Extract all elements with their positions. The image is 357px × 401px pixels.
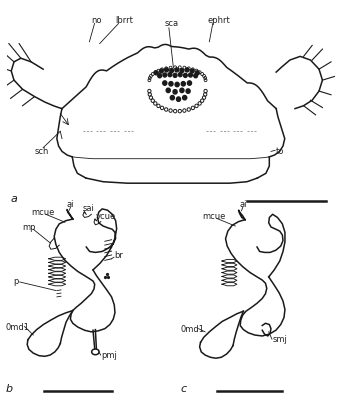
Text: no: no	[91, 16, 102, 24]
Text: sch: sch	[35, 147, 49, 156]
Text: ai: ai	[240, 200, 247, 209]
Text: b: b	[5, 383, 12, 393]
Circle shape	[165, 69, 169, 73]
Text: p: p	[14, 276, 19, 285]
Circle shape	[169, 82, 173, 87]
Circle shape	[183, 74, 187, 78]
Text: mcue: mcue	[202, 212, 225, 221]
Circle shape	[163, 82, 167, 86]
Circle shape	[163, 74, 167, 78]
Circle shape	[187, 82, 191, 86]
Circle shape	[196, 72, 199, 76]
Text: br: br	[114, 250, 123, 259]
Text: sai: sai	[83, 203, 95, 212]
Text: lbrrt: lbrrt	[115, 16, 133, 24]
Circle shape	[175, 69, 178, 73]
Circle shape	[180, 69, 184, 73]
Circle shape	[194, 75, 197, 79]
Circle shape	[186, 90, 190, 94]
Circle shape	[160, 70, 163, 74]
Circle shape	[188, 74, 192, 78]
Circle shape	[170, 69, 174, 73]
Circle shape	[180, 89, 184, 93]
Text: pmj: pmj	[101, 350, 117, 359]
Text: mp: mp	[22, 222, 36, 231]
Circle shape	[175, 83, 179, 87]
Text: a: a	[11, 193, 17, 203]
Text: 0md1: 0md1	[5, 322, 29, 331]
Circle shape	[185, 69, 189, 73]
Circle shape	[176, 98, 181, 102]
Text: mcue: mcue	[31, 208, 55, 217]
Circle shape	[154, 72, 158, 76]
Circle shape	[170, 96, 174, 101]
Text: ephrt: ephrt	[208, 16, 230, 24]
Text: ai: ai	[66, 200, 74, 209]
Text: sca: sca	[165, 19, 179, 28]
Circle shape	[173, 74, 177, 78]
Circle shape	[173, 90, 177, 95]
Text: c: c	[180, 383, 186, 393]
Text: 0md1: 0md1	[180, 324, 204, 333]
Circle shape	[181, 82, 185, 87]
Circle shape	[190, 70, 194, 74]
Circle shape	[166, 89, 170, 93]
Text: to: to	[276, 147, 285, 156]
Circle shape	[168, 73, 172, 77]
Text: smj: smj	[273, 334, 287, 344]
Circle shape	[158, 75, 161, 79]
Circle shape	[183, 96, 187, 101]
Circle shape	[178, 73, 182, 77]
Text: vcue: vcue	[95, 212, 116, 221]
